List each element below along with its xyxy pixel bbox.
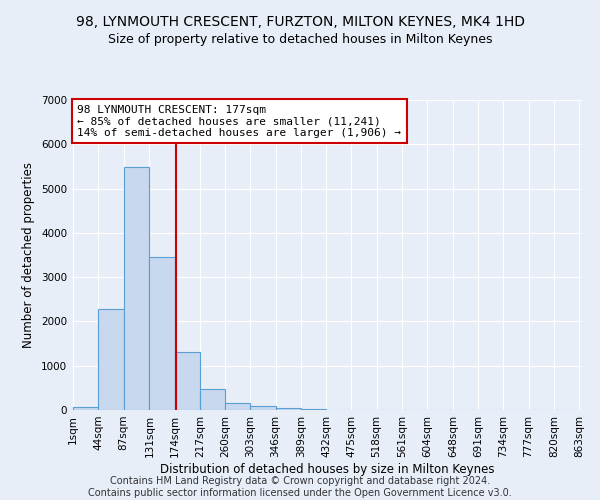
Bar bbox=[250, 406, 275, 410]
Bar bbox=[73, 406, 98, 410]
Bar bbox=[301, 409, 326, 410]
Text: Size of property relative to detached houses in Milton Keynes: Size of property relative to detached ho… bbox=[108, 32, 492, 46]
Text: 98 LYNMOUTH CRESCENT: 177sqm
← 85% of detached houses are smaller (11,241)
14% o: 98 LYNMOUTH CRESCENT: 177sqm ← 85% of de… bbox=[77, 104, 401, 138]
Y-axis label: Number of detached properties: Number of detached properties bbox=[22, 162, 35, 348]
Bar bbox=[149, 257, 175, 410]
Bar bbox=[225, 403, 250, 410]
Text: Contains HM Land Registry data © Crown copyright and database right 2024.
Contai: Contains HM Land Registry data © Crown c… bbox=[88, 476, 512, 498]
Bar bbox=[200, 389, 225, 410]
Bar bbox=[124, 168, 149, 410]
X-axis label: Distribution of detached houses by size in Milton Keynes: Distribution of detached houses by size … bbox=[160, 462, 494, 475]
Bar bbox=[275, 408, 301, 410]
Bar bbox=[98, 309, 124, 410]
Bar bbox=[175, 352, 200, 410]
Text: 98, LYNMOUTH CRESCENT, FURZTON, MILTON KEYNES, MK4 1HD: 98, LYNMOUTH CRESCENT, FURZTON, MILTON K… bbox=[76, 15, 524, 29]
